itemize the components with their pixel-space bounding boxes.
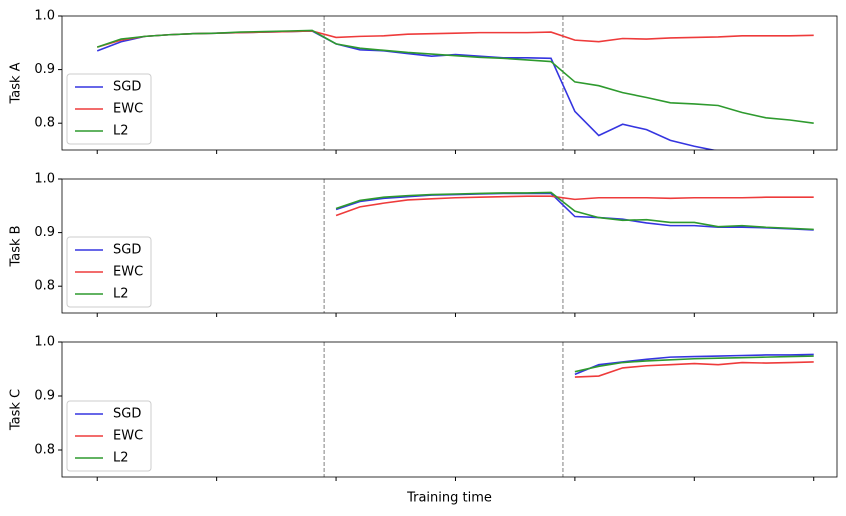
series-line: [96, 30, 717, 150]
series-line: [335, 192, 814, 231]
series-line: [96, 29, 814, 124]
y-tick-label: 0.9: [34, 225, 55, 240]
legend-label: L2: [113, 451, 129, 466]
y-axis-label: Task A: [9, 62, 24, 104]
y-axis-label: Task B: [9, 225, 24, 267]
legend: SGD EWC L2: [66, 73, 152, 145]
y-tick-label: 1.0: [34, 172, 55, 187]
series-line: [335, 191, 814, 231]
y-axis-label: Task C: [9, 389, 24, 431]
y-tick-label: 0.9: [34, 62, 55, 77]
legend-box: [66, 73, 152, 145]
legend: SGD EWC L2: [66, 400, 152, 472]
legend-box: [66, 400, 152, 472]
legend-box: [66, 236, 152, 308]
legend: SGD EWC L2: [66, 236, 152, 308]
legend-label: SGD: [113, 80, 141, 95]
legend-label: L2: [113, 287, 129, 302]
y-tick-label: 0.8: [34, 116, 55, 131]
legend-label: EWC: [113, 265, 143, 280]
y-tick-label: 0.8: [34, 279, 55, 294]
series-line: [574, 355, 814, 373]
series-line: [574, 361, 814, 378]
y-tick-label: 1.0: [34, 335, 55, 350]
plot-frame: [61, 178, 838, 314]
x-axis-label: Training time: [406, 491, 492, 506]
y-tick-label: 1.0: [34, 9, 55, 24]
legend-label: EWC: [113, 102, 143, 117]
legend-label: SGD: [113, 243, 141, 258]
series-line: [574, 353, 814, 376]
legend-label: L2: [113, 124, 129, 139]
y-tick-label: 0.8: [34, 443, 55, 458]
legend-label: EWC: [113, 429, 143, 444]
legend-label: SGD: [113, 407, 141, 422]
plot-frame: [61, 15, 838, 151]
y-tick-label: 0.9: [34, 389, 55, 404]
series-line: [335, 195, 814, 217]
plot-frame: [61, 341, 838, 478]
